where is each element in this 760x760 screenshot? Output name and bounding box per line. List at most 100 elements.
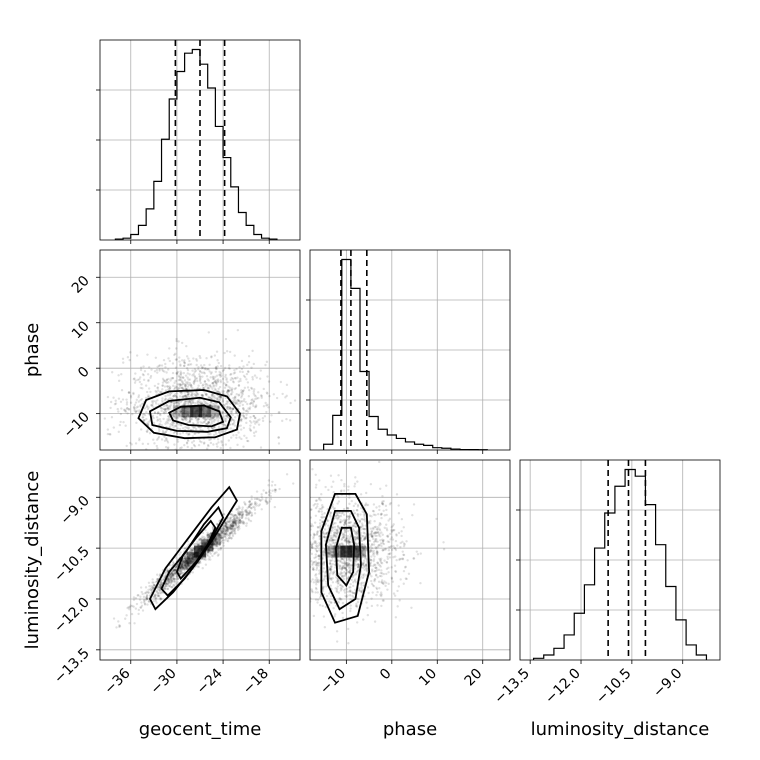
sample-point (377, 531, 380, 534)
sample-point (226, 524, 230, 527)
sample-point (184, 416, 187, 419)
sample-point (186, 563, 190, 566)
sample-point (146, 428, 150, 431)
sample-point (198, 375, 201, 378)
sample-point (231, 525, 234, 528)
sample-point (191, 386, 194, 390)
sample-point (262, 489, 265, 492)
sample-point (373, 520, 376, 523)
sample-point (348, 589, 352, 593)
sample-point (185, 561, 189, 564)
sample-point (322, 579, 325, 582)
sample-point (197, 417, 200, 421)
sample-point (250, 387, 254, 390)
sample-point (164, 389, 168, 392)
sample-point (329, 539, 333, 543)
sample-point (184, 565, 188, 568)
sample-point (176, 438, 179, 441)
sample-point (172, 568, 175, 572)
sample-point (191, 401, 195, 404)
sample-point (195, 357, 198, 361)
sample-point (306, 539, 308, 541)
sample-point (171, 573, 175, 577)
sample-point (221, 391, 224, 394)
sample-point (150, 584, 153, 588)
sample-point (384, 581, 388, 585)
sample-point (370, 568, 374, 571)
sample-point (274, 488, 278, 492)
sample-point (378, 574, 382, 578)
sample-point (402, 545, 406, 548)
sample-point (217, 413, 220, 416)
sample-point (233, 387, 236, 391)
sample-point (301, 616, 303, 618)
sample-point (315, 576, 318, 579)
sample-point (223, 430, 227, 433)
sample-point (180, 563, 184, 566)
sample-point (156, 588, 160, 591)
sample-point (338, 560, 342, 563)
sample-point (150, 400, 154, 403)
sample-point (300, 562, 302, 564)
sample-point (216, 445, 219, 448)
sample-point (157, 435, 161, 439)
sample-point (355, 604, 358, 607)
sample-point (139, 405, 142, 408)
sample-point (187, 432, 191, 436)
sample-point (210, 422, 213, 425)
sample-point (319, 594, 323, 598)
sample-point (187, 439, 190, 443)
sample-point (348, 570, 351, 573)
sample-point (203, 557, 206, 561)
sample-point (381, 542, 384, 545)
sample-point (312, 568, 315, 571)
sample-point (198, 378, 202, 381)
sample-point (330, 601, 333, 604)
sample-point (231, 524, 234, 527)
sample-point (262, 405, 266, 408)
sample-point (335, 511, 338, 515)
sample-point (331, 539, 335, 542)
sample-point (400, 517, 404, 521)
sample-point (327, 545, 330, 549)
sample-point (225, 377, 228, 380)
sample-point (161, 368, 164, 371)
sample-point (343, 566, 346, 570)
sample-point (377, 543, 380, 547)
sample-point (245, 413, 248, 416)
sample-point (344, 540, 347, 543)
sample-point (383, 559, 386, 562)
sample-point (371, 570, 374, 573)
sample-point (155, 444, 158, 448)
sample-point (230, 529, 233, 533)
sample-point (153, 411, 157, 414)
sample-point (184, 547, 187, 550)
sample-point (225, 532, 229, 535)
sample-point (345, 595, 348, 599)
contour-level-2 (325, 509, 362, 611)
sample-point (189, 399, 192, 403)
sample-point (322, 567, 326, 570)
sample-point (310, 523, 313, 526)
sample-point (171, 413, 174, 416)
sample-point (227, 385, 230, 388)
sample-point (239, 519, 242, 522)
sample-point (361, 573, 365, 577)
sample-point (183, 566, 186, 570)
sample-point (173, 404, 176, 407)
sample-point (345, 558, 348, 562)
sample-point (138, 380, 142, 384)
sample-point (172, 421, 176, 425)
sample-point (128, 391, 131, 394)
sample-point (219, 395, 222, 399)
sample-point (250, 513, 254, 517)
sample-point (237, 512, 240, 515)
sample-point (335, 589, 338, 592)
sample-point (402, 553, 405, 556)
sample-point (219, 542, 222, 545)
sample-point (328, 549, 332, 552)
sample-point (379, 557, 383, 560)
sample-point (185, 381, 188, 384)
sample-point (162, 407, 165, 410)
sample-point (364, 564, 368, 567)
